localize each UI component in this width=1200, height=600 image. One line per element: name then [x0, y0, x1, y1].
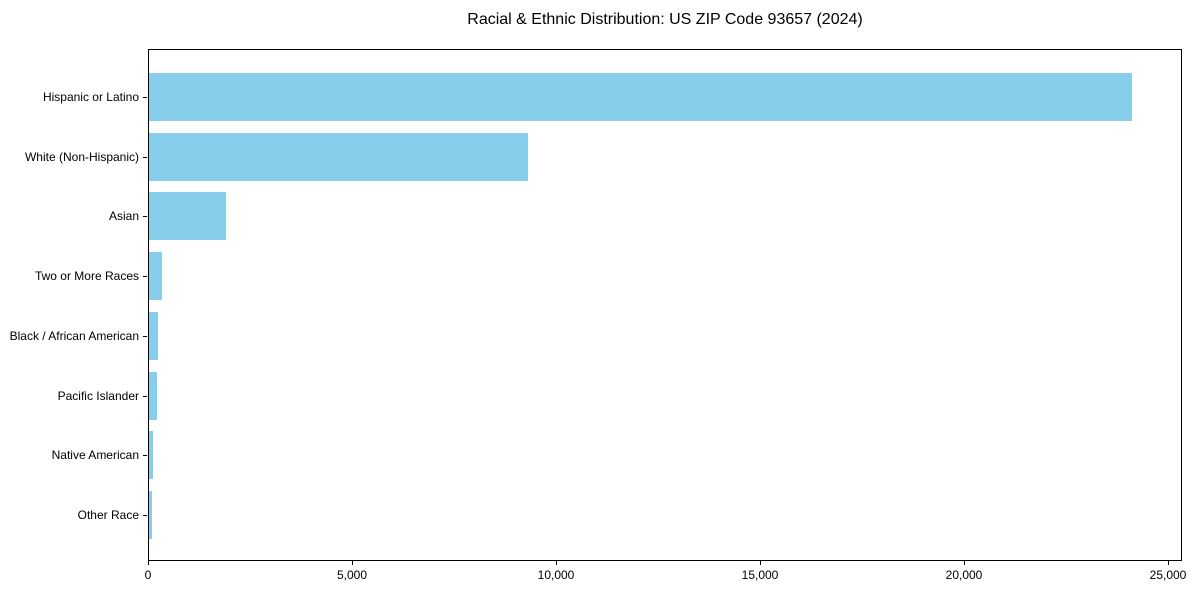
category-label: Asian: [108, 209, 139, 224]
bar: [149, 73, 1132, 121]
x-tick-label: 0: [144, 568, 152, 582]
category-label: White (Non-Hispanic): [24, 149, 139, 164]
chart-title: Racial & Ethnic Distribution: US ZIP Cod…: [467, 11, 863, 28]
category-label: Two or More Races: [34, 269, 139, 284]
x-tick-label: 10,000: [537, 568, 575, 582]
y-tick: [143, 335, 147, 337]
y-tick: [143, 276, 147, 278]
x-tick: [964, 561, 965, 565]
x-tick-label: 15,000: [741, 568, 779, 582]
bar: [149, 431, 153, 480]
x-tick-label: 25,000: [1149, 568, 1187, 582]
y-tick: [143, 455, 147, 457]
plot-area: [148, 49, 1182, 561]
x-tick: [760, 561, 761, 565]
y-tick: [143, 395, 147, 397]
y-tick: [143, 97, 147, 98]
x-tick: [556, 561, 557, 565]
x-tick: [352, 561, 353, 565]
x-tick: [148, 561, 149, 565]
y-tick: [143, 216, 147, 218]
category-label: Native American: [51, 448, 139, 463]
x-tick: [1168, 561, 1169, 565]
bar: [149, 192, 226, 241]
bar: [149, 132, 528, 181]
category-label: Other Race: [77, 507, 139, 522]
bar: [149, 311, 158, 360]
bar: [149, 252, 162, 301]
x-tick-label: 5,000: [336, 568, 368, 582]
category-label: Pacific Islander: [57, 388, 139, 403]
category-label: Hispanic or Latino: [42, 90, 139, 104]
bar: [149, 490, 152, 539]
y-tick: [143, 514, 147, 516]
y-tick: [143, 156, 147, 158]
bar: [149, 371, 157, 420]
x-tick-label: 20,000: [945, 568, 983, 582]
category-label: Black / African American: [9, 328, 139, 343]
